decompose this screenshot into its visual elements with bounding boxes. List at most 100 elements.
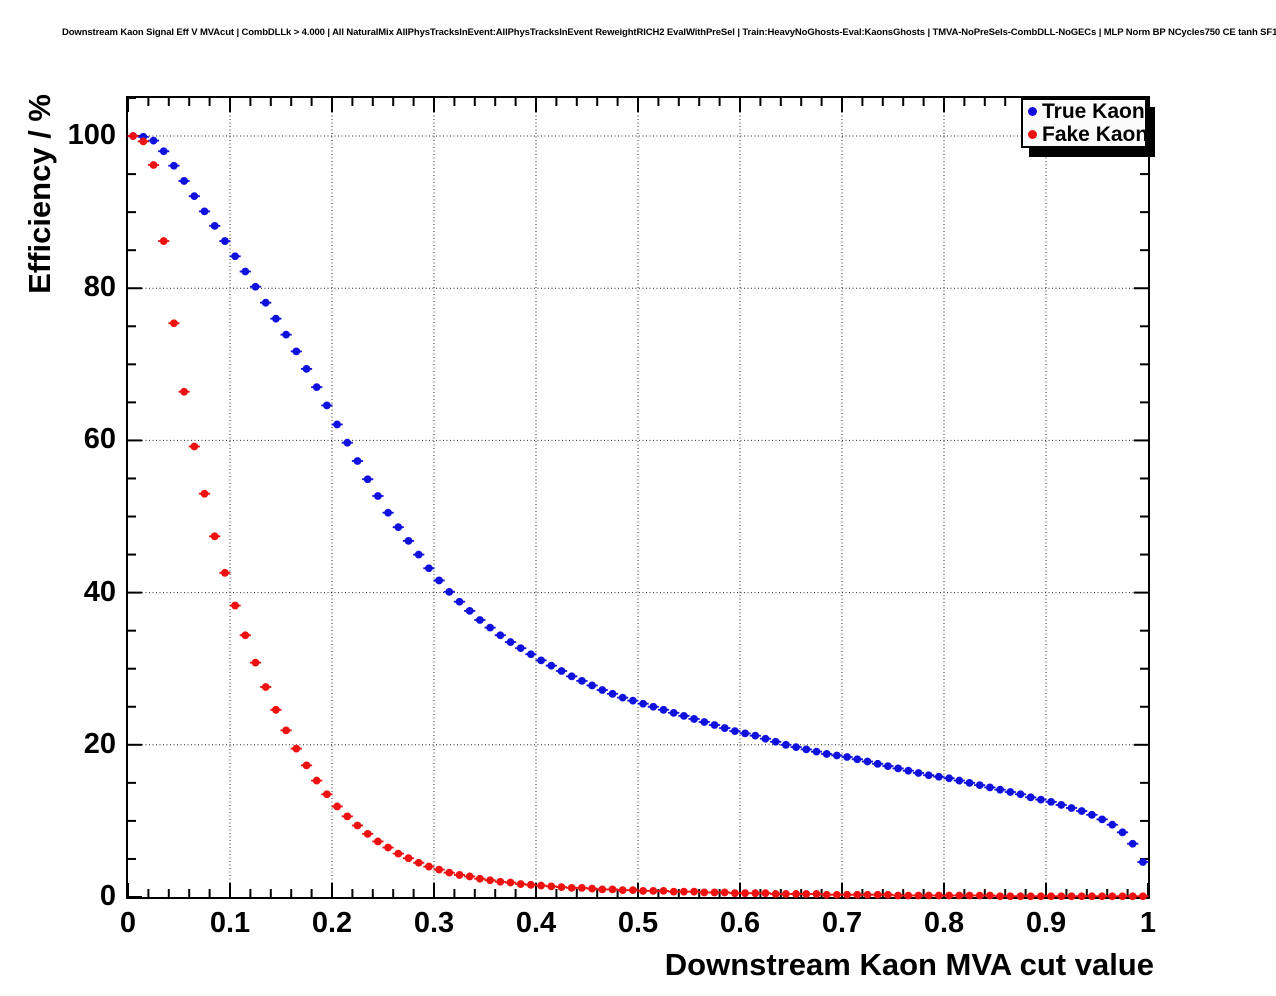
- data-point-true-kaon: [792, 743, 800, 751]
- data-point-fake-kaon: [1128, 892, 1137, 901]
- data-point-true-kaon: [659, 705, 668, 714]
- data-point-fake-kaon: [567, 883, 576, 892]
- data-point-fake-kaon: [884, 890, 892, 899]
- data-point-fake-kaon: [700, 888, 709, 897]
- data-point-fake-kaon: [272, 705, 280, 714]
- data-point-fake-kaon: [761, 889, 770, 898]
- data-point-fake-kaon: [251, 658, 260, 667]
- legend-entry: True Kaon: [1028, 101, 1145, 122]
- data-point-fake-kaon: [149, 161, 158, 169]
- data-point-fake-kaon: [180, 387, 188, 396]
- data-point-fake-kaon: [1098, 892, 1106, 901]
- data-point-fake-kaon: [425, 862, 433, 871]
- data-point-true-kaon: [608, 689, 617, 698]
- data-point-fake-kaon: [323, 790, 331, 799]
- y-tick-label: 40: [83, 575, 116, 608]
- data-point-fake-kaon: [1016, 892, 1025, 901]
- data-point-true-kaon: [1098, 815, 1106, 824]
- data-point-fake-kaon: [312, 776, 321, 785]
- data-point-fake-kaon: [1108, 892, 1117, 901]
- data-point-true-kaon: [945, 774, 953, 783]
- data-point-true-kaon: [863, 757, 872, 766]
- data-point-true-kaon: [445, 587, 454, 596]
- data-point-true-kaon: [1128, 839, 1137, 848]
- data-point-true-kaon: [1057, 801, 1066, 809]
- data-point-true-kaon: [873, 759, 882, 768]
- data-point-fake-kaon: [578, 883, 586, 892]
- data-point-fake-kaon: [1139, 892, 1147, 901]
- data-point-fake-kaon: [557, 883, 566, 892]
- data-point-fake-kaon: [129, 132, 137, 140]
- data-point-fake-kaon: [1037, 892, 1045, 901]
- data-point-true-kaon: [731, 727, 739, 736]
- data-point-true-kaon: [200, 207, 209, 216]
- data-point-true-kaon: [333, 420, 341, 429]
- data-point-true-kaon: [924, 771, 933, 780]
- data-point-fake-kaon: [822, 890, 831, 899]
- data-point-true-kaon: [170, 161, 178, 170]
- data-point-true-kaon: [506, 638, 515, 646]
- data-point-true-kaon: [241, 267, 250, 276]
- data-point-fake-kaon: [945, 891, 953, 900]
- data-point-true-kaon: [1016, 790, 1025, 799]
- data-point-fake-kaon: [221, 568, 229, 577]
- data-point-fake-kaon: [618, 886, 627, 895]
- data-point-true-kaon: [323, 401, 331, 410]
- data-point-true-kaon: [476, 616, 484, 624]
- data-point-fake-kaon: [516, 880, 525, 888]
- data-point-true-kaon: [1108, 820, 1117, 829]
- y-tick-label: 100: [67, 119, 116, 152]
- data-point-true-kaon: [812, 747, 821, 756]
- data-point-fake-kaon: [812, 890, 821, 898]
- data-point-fake-kaon: [1067, 892, 1076, 901]
- data-point-true-kaon: [639, 699, 647, 708]
- data-point-fake-kaon: [231, 601, 239, 610]
- data-point-true-kaon: [741, 729, 749, 738]
- data-point-fake-kaon: [965, 891, 974, 900]
- data-point-fake-kaon: [159, 237, 168, 245]
- x-axis-title: Downstream Kaon MVA cut value: [664, 947, 1154, 982]
- data-point-true-kaon: [771, 737, 780, 746]
- x-tick-label: 0: [119, 907, 137, 939]
- data-point-true-kaon: [292, 347, 301, 356]
- y-tick-label: 60: [83, 423, 116, 456]
- x-tick-label: 0.9: [1025, 907, 1067, 939]
- legend-entry: Fake Kaon: [1028, 124, 1148, 145]
- data-point-fake-kaon: [384, 843, 392, 852]
- data-point-true-kaon: [516, 644, 525, 653]
- data-point-true-kaon: [904, 766, 913, 775]
- data-point-true-kaon: [975, 781, 984, 790]
- data-point-fake-kaon: [1026, 892, 1035, 901]
- data-point-fake-kaon: [904, 891, 913, 900]
- data-point-fake-kaon: [506, 878, 515, 887]
- data-point-true-kaon: [1006, 788, 1015, 796]
- data-point-fake-kaon: [1057, 892, 1066, 901]
- x-tick-label: 0.2: [311, 907, 353, 939]
- data-point-fake-kaon: [374, 837, 382, 846]
- data-point-true-kaon: [159, 147, 168, 156]
- data-point-fake-kaon: [465, 872, 474, 881]
- data-point-true-kaon: [374, 492, 382, 500]
- data-point-fake-kaon: [1088, 892, 1096, 901]
- data-point-true-kaon: [496, 631, 505, 640]
- legend-marker-icon: [1028, 107, 1037, 117]
- data-point-fake-kaon: [975, 891, 984, 900]
- data-point-true-kaon: [822, 750, 831, 758]
- data-point-true-kaon: [618, 693, 627, 702]
- x-tick-label: 0.8: [923, 907, 965, 939]
- data-point-true-kaon: [557, 667, 566, 675]
- data-point-true-kaon: [414, 550, 423, 559]
- data-point-fake-kaon: [170, 319, 178, 328]
- data-point-fake-kaon: [363, 829, 372, 838]
- data-point-fake-kaon: [210, 532, 219, 541]
- data-point-true-kaon: [1118, 828, 1127, 837]
- data-point-fake-kaon: [190, 442, 199, 451]
- data-point-fake-kaon: [1118, 892, 1127, 901]
- y-tick-label: 20: [83, 727, 116, 760]
- data-point-fake-kaon: [282, 726, 290, 735]
- data-point-fake-kaon: [598, 885, 607, 894]
- x-tick-label: 0.5: [617, 907, 659, 939]
- data-point-fake-kaon: [863, 890, 872, 899]
- data-point-true-kaon: [455, 597, 464, 606]
- data-point-true-kaon: [782, 740, 790, 749]
